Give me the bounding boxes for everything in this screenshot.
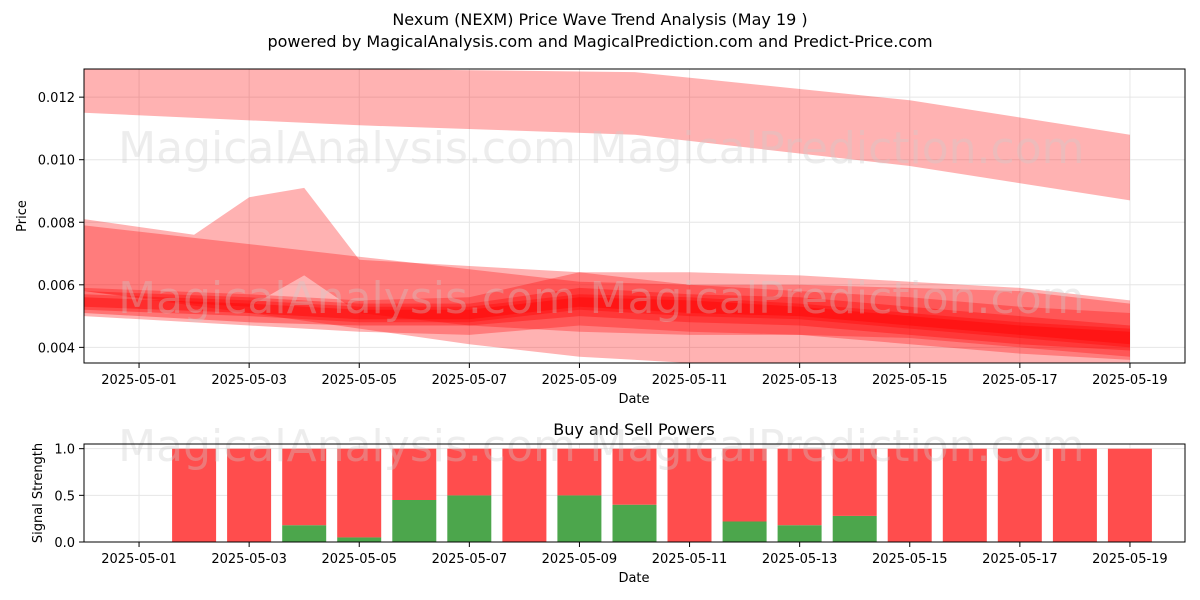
- price-wave-band-6: [84, 297, 1130, 345]
- buy-bar-2025-05-12: [722, 521, 767, 542]
- chart-subtitle: powered by MagicalAnalysis.com and Magic…: [267, 32, 932, 51]
- price-x-tick-label: 2025-05-17: [982, 373, 1058, 388]
- sell-bar-2025-05-12: [722, 448, 767, 522]
- signal-y-ticks: 0.0 0.5 1.0: [54, 443, 84, 551]
- buy-bar-2025-05-06: [392, 500, 437, 542]
- price-x-tick-label: 2025-05-13: [762, 373, 838, 388]
- price-y-tick-label: 0.004: [38, 341, 75, 356]
- buy-bar-2025-05-05: [337, 537, 382, 542]
- price-bands: [84, 69, 1130, 363]
- price-x-tick-label: 2025-05-03: [211, 373, 287, 388]
- signal-y-axis-label: Signal Strength: [31, 443, 46, 543]
- watermark-prediction-mid: MagicalPrediction.com: [590, 273, 1085, 324]
- price-panel: MagicalAnalysis.com MagicalPrediction.co…: [15, 68, 1186, 407]
- sell-bar-2025-05-10: [612, 448, 657, 505]
- signal-x-tick-label: 2025-05-05: [321, 552, 397, 567]
- sell-bar-2025-05-09: [557, 448, 602, 496]
- buy-bar-2025-05-09: [557, 495, 602, 542]
- price-x-tick-label: 2025-05-05: [321, 373, 397, 388]
- signal-bars: [172, 448, 1152, 542]
- sell-bar-2025-05-18: [1052, 448, 1097, 542]
- watermark-prediction-bottom: MagicalPrediction.com: [590, 421, 1085, 472]
- price-x-tick-label: 2025-05-07: [432, 373, 508, 388]
- price-y-tick-label: 0.006: [38, 279, 75, 294]
- price-x-tick-label: 2025-05-11: [652, 373, 728, 388]
- price-x-axis-label: Date: [618, 392, 649, 407]
- price-x-tick-label: 2025-05-15: [872, 373, 948, 388]
- price-x-ticks: 2025-05-01 2025-05-03 2025-05-05 2025-05-07…: [101, 363, 1168, 388]
- price-wave-band-0: [84, 69, 1130, 201]
- buy-bar-2025-05-13: [777, 525, 822, 542]
- sell-bar-2025-05-16: [942, 448, 987, 542]
- price-x-tick-label: 2025-05-19: [1092, 373, 1168, 388]
- price-y-tick-label: 0.008: [38, 216, 75, 231]
- price-y-ticks: 0.004 0.006 0.008 0.010 0.012: [38, 91, 84, 356]
- price-x-tick-label: 2025-05-01: [101, 373, 177, 388]
- signal-x-tick-label: 2025-05-09: [542, 552, 618, 567]
- price-y-tick-label: 0.012: [38, 91, 75, 106]
- sell-bar-2025-05-06: [392, 448, 437, 500]
- signal-x-ticks: 2025-05-01 2025-05-03 2025-05-05 2025-05-07…: [101, 542, 1168, 567]
- watermark-analysis-mid: MagicalAnalysis.com: [118, 273, 576, 324]
- signal-x-tick-label: 2025-05-03: [211, 552, 287, 567]
- price-wave-band-5: [84, 294, 1130, 348]
- watermark-analysis-top: MagicalAnalysis.com: [118, 123, 576, 174]
- sell-bar-2025-05-04: [282, 448, 327, 526]
- chart-title: Nexum (NEXM) Price Wave Trend Analysis (…: [392, 10, 807, 29]
- signal-plot-frame: [83, 443, 1186, 543]
- signal-panel: Buy and Sell Powers MagicalAnalysis.com …: [31, 420, 1186, 586]
- signal-x-axis-label: Date: [618, 571, 649, 586]
- signal-x-tick-label: 2025-05-19: [1092, 552, 1168, 567]
- sell-bar-2025-05-15: [887, 448, 932, 542]
- buy-bar-2025-05-04: [282, 525, 327, 542]
- signal-x-tick-label: 2025-05-15: [872, 552, 948, 567]
- signal-y-tick-label: 1.0: [54, 443, 75, 458]
- price-wave-band-3: [84, 272, 1130, 360]
- signal-y-tick-label: 0.5: [54, 489, 75, 504]
- price-x-tick-label: 2025-05-09: [542, 373, 618, 388]
- price-y-tick-label: 0.010: [38, 154, 75, 169]
- watermark-analysis-bottom: MagicalAnalysis.com: [118, 421, 576, 472]
- sell-bar-2025-05-03: [227, 448, 272, 542]
- price-plot-frame: [83, 68, 1186, 364]
- signal-x-tick-label: 2025-05-01: [101, 552, 177, 567]
- sell-bar-2025-05-07: [447, 448, 492, 496]
- signal-chart-title: Buy and Sell Powers: [553, 420, 715, 439]
- sell-bar-2025-05-05: [337, 448, 382, 538]
- sell-bar-2025-05-13: [777, 448, 822, 526]
- sell-bar-2025-05-11: [667, 448, 712, 542]
- sell-bar-2025-05-14: [832, 448, 877, 516]
- price-grid: [84, 69, 1185, 363]
- sell-bar-2025-05-08: [502, 448, 547, 542]
- buy-bar-2025-05-10: [612, 504, 657, 542]
- buy-bar-2025-05-07: [447, 495, 492, 542]
- price-y-axis-label: Price: [15, 200, 30, 232]
- watermark-prediction-top: MagicalPrediction.com: [590, 123, 1085, 174]
- sell-bar-2025-05-17: [997, 448, 1042, 542]
- sell-bar-2025-05-19: [1107, 448, 1152, 542]
- price-wave-band-1: [84, 187, 1130, 357]
- price-wave-band-4: [84, 287, 1130, 351]
- signal-x-tick-label: 2025-05-11: [652, 552, 728, 567]
- price-wave-band-2: [84, 225, 1130, 363]
- buy-bar-2025-05-14: [832, 515, 877, 542]
- signal-y-tick-label: 0.0: [54, 536, 75, 551]
- signal-x-tick-label: 2025-05-17: [982, 552, 1058, 567]
- sell-bar-2025-05-02: [172, 448, 217, 542]
- signal-x-tick-label: 2025-05-13: [762, 552, 838, 567]
- signal-x-tick-label: 2025-05-07: [432, 552, 508, 567]
